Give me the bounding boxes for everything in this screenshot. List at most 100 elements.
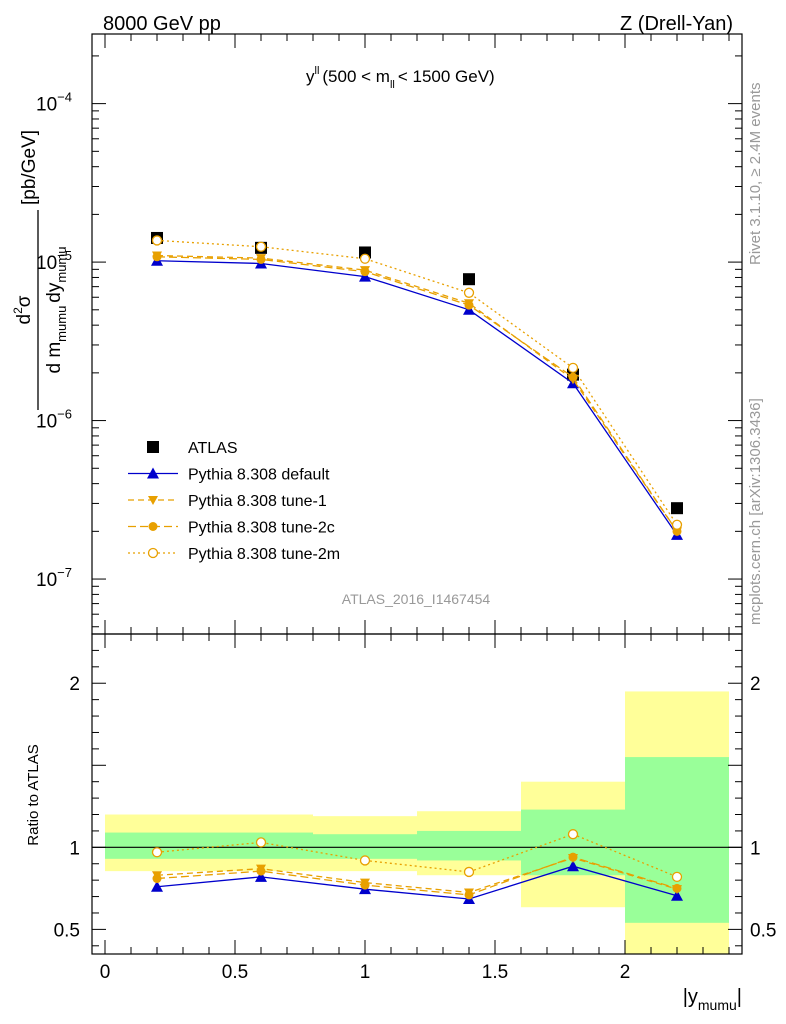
x-tick-label: 1	[360, 962, 371, 983]
ylabel-den-sub2: mumu	[54, 246, 69, 282]
x-tick-label: 2	[620, 962, 631, 983]
data-point	[151, 235, 163, 246]
ratio-line	[156, 856, 678, 896]
legend-label: Pythia 8.308 tune-2m	[188, 546, 340, 563]
ratio-y-tick-label-right: 2	[750, 674, 761, 695]
data-point	[152, 252, 162, 262]
ratio-point	[672, 883, 682, 893]
ratio-point	[151, 847, 163, 858]
data-point	[255, 241, 267, 252]
data-point	[256, 254, 266, 264]
ratio-point	[671, 889, 683, 901]
ylabel-num-sup: 2	[11, 307, 25, 314]
mcplots-label: mcplots.cern.ch [arXiv:1306.3436]	[747, 398, 764, 625]
data-point	[463, 287, 475, 298]
ratio-y-tick-label: 2	[69, 674, 80, 695]
ratio-point	[464, 890, 474, 900]
ylabel-unit: [pb/GeV]	[19, 130, 40, 205]
main-y-tick-label: 10−5	[36, 248, 72, 274]
ratio-point	[255, 870, 267, 882]
ratio-y-axis-label: Ratio to ATLAS	[25, 744, 42, 845]
ratio-y-ticks: 0.5 0.5 1 1 2 2	[54, 649, 776, 947]
ylabel-num-sigma: σ	[14, 295, 35, 307]
main-title-rest: (500 < m	[322, 67, 390, 86]
ylabel-denominator: d mmumudymumu	[44, 246, 69, 373]
rivet-label: Rivet 3.1.10, ≥ 2.4M events	[747, 83, 764, 266]
main-y-tick-base: 10	[36, 95, 57, 116]
ratio-band-inner	[417, 830, 521, 861]
header-left: 8000 GeV pp	[103, 13, 221, 35]
x-axis-label-pre: |y	[683, 986, 698, 1008]
ratio-bands	[105, 691, 729, 954]
legend-label: ATLAS	[188, 440, 238, 457]
ratio-point	[255, 837, 267, 848]
legend-marker	[147, 547, 159, 559]
main-title-end: < 1500 GeV)	[398, 67, 495, 86]
ylabel-den-d: d m	[44, 342, 65, 374]
main-title-sup: ll	[315, 65, 320, 77]
main-y-tick-exp: −5	[57, 248, 72, 263]
main-series-layer	[151, 231, 683, 540]
main-y-tick-label: 10−4	[36, 90, 72, 116]
main-y-tick-exp: −6	[57, 407, 72, 422]
main-y-tick-label: 10−6	[36, 407, 72, 433]
ratio-point	[151, 880, 163, 892]
data-point	[567, 362, 579, 374]
ratio-point	[567, 829, 579, 840]
legend-marker	[148, 522, 158, 531]
x-tick-label: 0	[100, 962, 111, 983]
series-line	[156, 239, 678, 526]
legend-label: Pythia 8.308 default	[188, 467, 330, 484]
ratio-line	[156, 865, 678, 900]
legend: ATLAS Pythia 8.308 default Pythia 8.308 tu…	[128, 440, 340, 563]
data-point	[359, 246, 371, 259]
main-y-ticks: 10−710−610−510−4	[36, 55, 742, 628]
main-y-tick-base: 10	[36, 253, 57, 274]
series-line	[156, 256, 678, 532]
legend-marker	[147, 467, 159, 479]
analysis-id: ATLAS_2016_I1467454	[342, 591, 491, 607]
legend-marker	[147, 441, 159, 453]
data-point	[464, 300, 474, 310]
main-y-tick-label: 10−7	[36, 565, 72, 591]
x-axis-label-sub: mumu	[698, 997, 737, 1013]
ratio-y-tick-label-right: 0.5	[750, 920, 776, 941]
ratio-series-layer	[151, 829, 683, 905]
ratio-series-tune2c	[152, 852, 682, 900]
main-y-tick-exp: −7	[57, 565, 72, 580]
data-point	[359, 253, 371, 264]
ratio-point	[359, 855, 371, 866]
main-y-tick-exp: −4	[57, 90, 72, 105]
legend-label: Pythia 8.308 tune-2c	[188, 520, 335, 537]
ratio-point	[360, 880, 370, 890]
ratio-y-tick-label: 0.5	[54, 920, 80, 941]
ratio-point	[671, 871, 683, 883]
ratio-y-tick-label-right: 1	[750, 838, 761, 859]
ratio-series-tune2m	[151, 829, 683, 883]
series-tune2c	[152, 252, 682, 536]
main-panel-frame	[91, 33, 743, 635]
ylabel-den-sub1: mumu	[54, 306, 69, 342]
legend-label: Pythia 8.308 tune-1	[188, 493, 327, 510]
x-axis-label: |ymumu|	[683, 986, 742, 1013]
data-point	[671, 519, 683, 530]
data-point	[360, 267, 370, 277]
main-title-y: y	[306, 67, 315, 86]
main-y-tick-base: 10	[36, 412, 57, 433]
ratio-x-ticks: 0 0.5 1 1.5 2	[100, 634, 730, 983]
ratio-y-tick-label: 1	[69, 838, 80, 859]
ylabel-num-d: d	[14, 314, 35, 325]
main-title-sub: ll	[390, 79, 395, 91]
series-line	[156, 260, 678, 536]
series-line	[156, 254, 678, 532]
data-point	[568, 372, 578, 382]
series-tune2m	[151, 235, 683, 530]
header-right: Z (Drell-Yan)	[620, 13, 733, 35]
data-point	[671, 502, 683, 515]
x-tick-label: 0.5	[222, 962, 248, 983]
ratio-point	[568, 852, 578, 862]
ratio-point	[567, 860, 579, 872]
main-y-axis-label: d2σ d mmumudymumu [pb/GeV]	[11, 130, 69, 410]
ratio-band-inner	[313, 834, 417, 859]
